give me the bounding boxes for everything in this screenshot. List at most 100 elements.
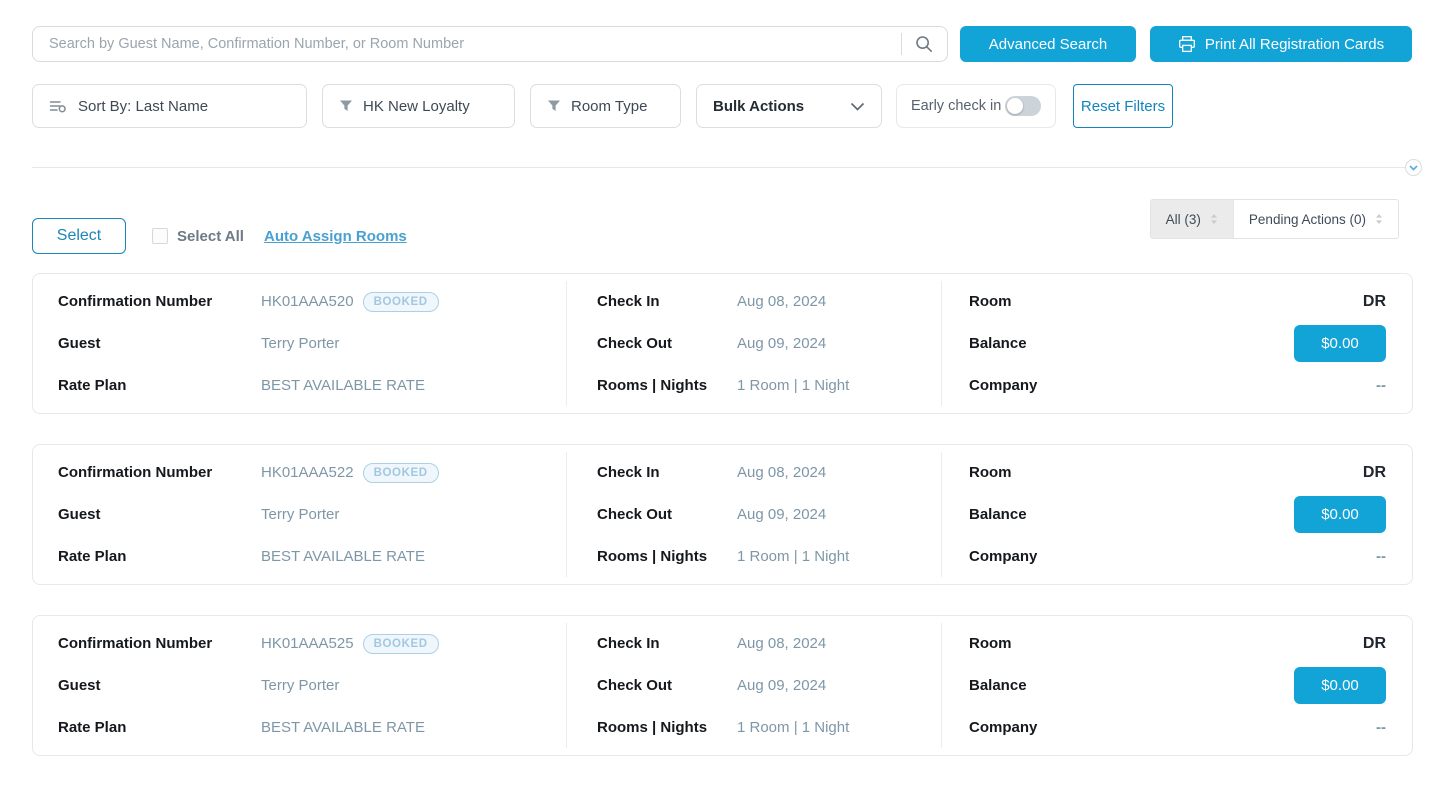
view-tabs: All (3) Pending Actions (0) [1149, 199, 1399, 239]
room-value: DR [1362, 292, 1386, 310]
rate-plan-value: BEST AVAILABLE RATE [261, 718, 425, 736]
card-dates-column: Check In Aug 08, 2024 Check Out Aug 09, … [566, 623, 941, 748]
check-out-value: Aug 09, 2024 [737, 334, 827, 352]
balance-button[interactable]: $0.00 [1294, 324, 1386, 362]
sorter-icon [1210, 213, 1218, 225]
confirmation-number-value: HK01AAA520 [261, 293, 354, 311]
reservation-card[interactable]: Confirmation Number HK01AAA520 BOOKED Gu… [32, 273, 1413, 414]
status-badge: BOOKED [362, 633, 439, 655]
room-type-filter-label: Room Type [571, 97, 648, 115]
tab-pending-actions[interactable]: Pending Actions (0) [1232, 200, 1398, 238]
company-label: Company [969, 376, 1038, 394]
hk-new-loyalty-filter[interactable]: HK New Loyalty [322, 84, 515, 128]
confirmation-number-label: Confirmation Number [58, 293, 213, 311]
check-out-label: Check Out [597, 334, 673, 352]
company-value: -- [1376, 718, 1386, 736]
search-box[interactable] [32, 26, 948, 62]
status-badge: BOOKED [362, 462, 439, 484]
bulk-actions-label: Bulk Actions [713, 97, 805, 115]
toggle-knob [1007, 98, 1023, 114]
early-check-in-label: Early check in [911, 98, 1002, 114]
loyalty-filter-label: HK New Loyalty [363, 97, 470, 115]
advanced-search-button[interactable]: Advanced Search [960, 26, 1136, 62]
card-room-column: Room DR Balance $0.00 Company -- [941, 623, 1412, 748]
tab-all-label: All (3) [1165, 211, 1201, 227]
card-room-column: Room DR Balance $0.00 Company -- [941, 281, 1412, 406]
card-dates-column: Check In Aug 08, 2024 Check Out Aug 09, … [566, 281, 941, 406]
filter-bar: Sort By: Last Name HK New Loyalty Room T… [32, 84, 1413, 128]
room-type-filter[interactable]: Room Type [530, 84, 681, 128]
rate-plan-value: BEST AVAILABLE RATE [261, 376, 425, 394]
check-in-value: Aug 08, 2024 [737, 293, 827, 311]
check-out-value: Aug 09, 2024 [737, 505, 827, 523]
sort-by-dropdown[interactable]: Sort By: Last Name [32, 84, 307, 128]
collapse-filters-button[interactable] [1405, 159, 1422, 176]
search-input[interactable] [49, 36, 901, 52]
check-in-label: Check In [597, 464, 660, 482]
rooms-nights-value: 1 Room | 1 Night [737, 376, 850, 394]
select-row: Select Select All Auto Assign Rooms [32, 218, 407, 254]
search-divider [901, 33, 902, 55]
select-button[interactable]: Select [32, 218, 126, 254]
confirmation-number-label: Confirmation Number [58, 635, 213, 653]
sort-icon [49, 98, 66, 114]
confirmation-number-label: Confirmation Number [58, 464, 213, 482]
guest-label: Guest [58, 676, 101, 694]
room-label: Room [969, 293, 1012, 311]
confirmation-number-value: HK01AAA522 [261, 464, 354, 482]
rooms-nights-value: 1 Room | 1 Night [737, 547, 850, 565]
company-label: Company [969, 718, 1038, 736]
card-guest-column: Confirmation Number HK01AAA525 BOOKED Gu… [33, 623, 566, 748]
bulk-actions-dropdown[interactable]: Bulk Actions [696, 84, 882, 128]
rate-plan-label: Rate Plan [58, 718, 127, 736]
sorter-icon [1375, 213, 1383, 225]
auto-assign-rooms-link[interactable]: Auto Assign Rooms [263, 227, 407, 245]
balance-button[interactable]: $0.00 [1294, 495, 1386, 533]
check-out-label: Check Out [597, 505, 673, 523]
card-guest-column: Confirmation Number HK01AAA520 BOOKED Gu… [33, 281, 566, 406]
status-badge: BOOKED [362, 291, 439, 313]
check-out-label: Check Out [597, 676, 673, 694]
top-bar: Advanced Search Print All Registration C… [32, 26, 1412, 62]
selection-area: All (3) Pending Actions (0) Select Selec… [32, 199, 1413, 254]
reservation-card[interactable]: Confirmation Number HK01AAA525 BOOKED Gu… [32, 615, 1413, 756]
filter-funnel-icon [339, 99, 353, 113]
balance-label: Balance [969, 676, 1027, 694]
reservation-card[interactable]: Confirmation Number HK01AAA522 BOOKED Gu… [32, 444, 1413, 585]
print-all-label: Print All Registration Cards [1204, 35, 1385, 53]
check-in-label: Check In [597, 635, 660, 653]
guest-value: Terry Porter [261, 334, 340, 352]
rate-plan-value: BEST AVAILABLE RATE [261, 547, 425, 565]
chevron-down-icon [850, 102, 865, 111]
card-guest-column: Confirmation Number HK01AAA522 BOOKED Gu… [33, 452, 566, 577]
card-dates-column: Check In Aug 08, 2024 Check Out Aug 09, … [566, 452, 941, 577]
check-in-value: Aug 08, 2024 [737, 464, 827, 482]
reset-filters-button[interactable]: Reset Filters [1073, 84, 1173, 128]
early-check-in-toggle[interactable] [1005, 96, 1041, 116]
guest-label: Guest [58, 505, 101, 523]
search-icon[interactable] [915, 35, 933, 53]
select-all-checkbox[interactable] [152, 228, 168, 244]
rate-plan-label: Rate Plan [58, 547, 127, 565]
card-room-column: Room DR Balance $0.00 Company -- [941, 452, 1412, 577]
company-label: Company [969, 547, 1038, 565]
confirmation-number-value: HK01AAA525 [261, 635, 354, 653]
balance-button[interactable]: $0.00 [1294, 666, 1386, 704]
early-check-in-control: Early check in [896, 84, 1056, 128]
select-all-label: Select All [177, 227, 244, 245]
sort-by-label: Sort By: Last Name [78, 97, 209, 115]
rooms-nights-label: Rooms | Nights [597, 376, 708, 394]
guest-value: Terry Porter [261, 676, 340, 694]
company-value: -- [1376, 547, 1386, 565]
room-value: DR [1362, 634, 1386, 652]
print-all-registration-cards-button[interactable]: Print All Registration Cards [1150, 26, 1412, 62]
tab-pending-actions-label: Pending Actions (0) [1248, 211, 1366, 227]
check-in-value: Aug 08, 2024 [737, 635, 827, 653]
check-out-value: Aug 09, 2024 [737, 676, 827, 694]
rooms-nights-label: Rooms | Nights [597, 547, 708, 565]
chevron-down-circle-icon [1409, 164, 1418, 171]
guest-value: Terry Porter [261, 505, 340, 523]
tab-all[interactable]: All (3) [1150, 200, 1233, 238]
filters-section-divider [32, 159, 1422, 176]
printer-icon [1178, 35, 1196, 53]
